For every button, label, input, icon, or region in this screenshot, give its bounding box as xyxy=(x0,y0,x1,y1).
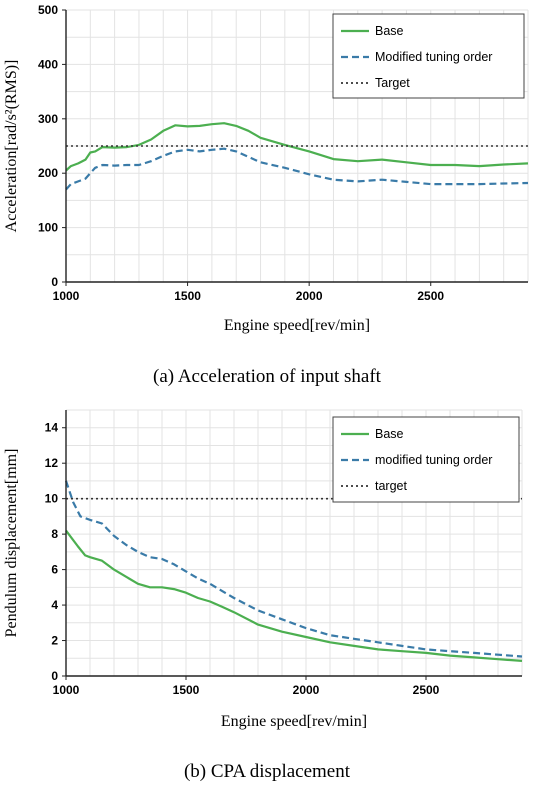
legend-label-3: target xyxy=(375,479,407,493)
series-line-1 xyxy=(65,122,529,172)
y-tick-label: 300 xyxy=(38,112,58,126)
y-tick-label: 200 xyxy=(38,166,58,180)
y-tick-label: 4 xyxy=(51,598,58,612)
y-tick-label: 0 xyxy=(51,275,58,289)
legend-label-3: Target xyxy=(375,76,410,90)
x-tick-label: 2500 xyxy=(417,289,444,303)
chart-acceleration: 0 100 200 300 400 500 1000 1500 2000 2500 Engine s… xyxy=(3,3,529,387)
x-tick-label: 1500 xyxy=(174,289,201,303)
legend-label-2: modified tuning order xyxy=(375,453,492,467)
x-axis-label: Engine speed[rev/min] xyxy=(224,317,370,334)
legend-label-1: Base xyxy=(375,427,404,441)
y-tick-label: 10 xyxy=(45,492,59,506)
y-tick-label: 500 xyxy=(38,3,58,17)
figure-caption: (b) CPA displacement xyxy=(184,761,351,782)
y-tick-label: 400 xyxy=(38,57,58,71)
y-axis-label: Acceleration[rad/s²(RMS)] xyxy=(3,60,20,233)
y-tick-label: 12 xyxy=(45,456,59,470)
series-line-2 xyxy=(65,147,529,191)
y-tick-label: 6 xyxy=(51,563,58,577)
series-line-1 xyxy=(65,529,523,662)
legend-label-2: Modified tuning order xyxy=(375,50,492,64)
x-axis-label: Engine speed[rev/min] xyxy=(221,713,367,730)
y-tick-label: 8 xyxy=(51,527,58,541)
x-tick-label: 2000 xyxy=(296,289,323,303)
x-tick-label: 1000 xyxy=(53,683,80,697)
x-tick-label: 2000 xyxy=(293,683,320,697)
figure-caption: (a) Acceleration of input shaft xyxy=(153,366,382,387)
legend-label-1: Base xyxy=(375,24,404,38)
x-tick-label: 1000 xyxy=(53,289,80,303)
y-tick-label: 0 xyxy=(51,669,58,683)
series-line-2 xyxy=(64,480,523,658)
y-tick-label: 100 xyxy=(38,221,58,235)
x-tick-label: 2500 xyxy=(413,683,440,697)
x-tick-label: 1500 xyxy=(173,683,200,697)
y-tick-label: 14 xyxy=(45,421,59,435)
y-axis-label: Pendulum displacement[mm] xyxy=(3,449,20,638)
chart-cpa-displacement: 0 2 4 6 8 10 12 14 1000 1500 2000 2500 Engine speed[… xyxy=(3,409,523,782)
y-tick-label: 2 xyxy=(51,634,58,648)
